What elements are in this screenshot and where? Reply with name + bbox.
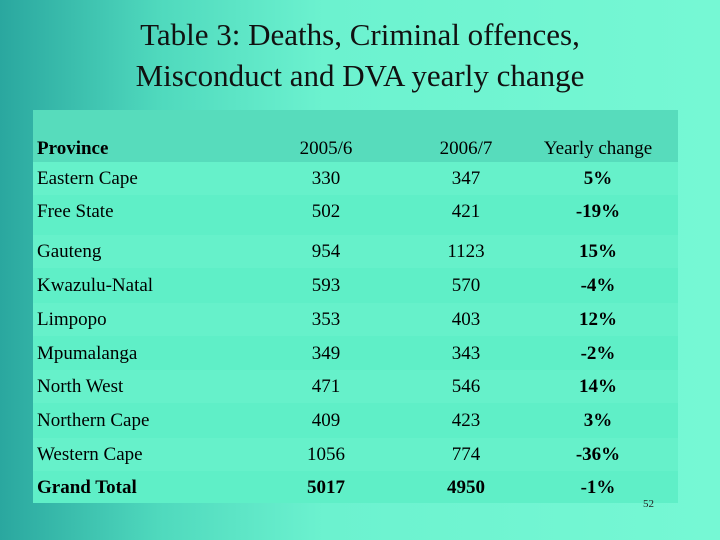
province-cell: Eastern Cape	[37, 168, 138, 189]
table-row: Gauteng 954 1123 15%	[33, 235, 678, 268]
value-2005-6-cell: 330	[311, 168, 341, 189]
value-2006-7-cell: 570	[451, 275, 481, 296]
value-2005-6-cell: 409	[311, 410, 341, 431]
province-cell: Gauteng	[37, 241, 102, 262]
slide-title: Table 3: Deaths, Criminal offences, Misc…	[0, 14, 720, 96]
province-cell: Kwazulu-Natal	[37, 275, 154, 296]
province-cell: Free State	[37, 201, 114, 222]
value-2005-6-cell: 593	[311, 275, 341, 296]
table-row: Limpopo 353 403 12%	[33, 303, 678, 336]
yearly-change-cell: 3%	[583, 410, 613, 431]
yearly-change-cell: -19%	[575, 201, 621, 222]
province-cell: Grand Total	[37, 477, 137, 498]
province-cell: Western Cape	[37, 444, 143, 465]
yearly-change-cell: -4%	[580, 275, 616, 296]
value-2005-6-cell: 502	[311, 201, 341, 222]
value-2006-7-cell: 1123	[447, 241, 485, 262]
data-table: Province 2005/6 2006/7 Yearly change Eas…	[33, 110, 678, 503]
table-row: Free State 502 421 -19%	[33, 195, 678, 228]
province-cell: Mpumalanga	[37, 343, 138, 364]
value-2005-6-cell: 954	[311, 241, 341, 262]
table-row: Northern Cape 409 423 3%	[33, 404, 678, 437]
value-2006-7-cell: 347	[451, 168, 481, 189]
table-row: Mpumalanga 349 343 -2%	[33, 337, 678, 370]
yearly-change-cell: -36%	[575, 444, 621, 465]
value-2005-6-cell: 349	[311, 343, 341, 364]
province-cell: North West	[37, 376, 124, 397]
yearly-change-cell: 15%	[579, 241, 617, 262]
table-row: Western Cape 1056 774 -36%	[33, 438, 678, 471]
value-2006-7-cell: 403	[451, 309, 481, 330]
yearly-change-cell: -2%	[580, 343, 616, 364]
table-header-row: Province 2005/6 2006/7 Yearly change	[33, 110, 678, 162]
title-line-2: Misconduct and DVA yearly change	[135, 58, 585, 93]
value-2006-7-cell: 546	[451, 376, 481, 397]
header-province: Province	[37, 138, 109, 159]
header-2005-6: 2005/6	[299, 138, 353, 159]
table-row: North West 471 546 14%	[33, 370, 678, 403]
value-2006-7-cell: 774	[451, 444, 481, 465]
title-line-1: Table 3: Deaths, Criminal offences,	[140, 17, 580, 52]
table-total-row: Grand Total 5017 4950 -1%	[33, 471, 678, 504]
page-number: 52	[643, 498, 654, 510]
province-cell: Limpopo	[37, 309, 107, 330]
yearly-change-cell: -1%	[580, 477, 616, 498]
value-2006-7-cell: 4950	[447, 477, 485, 498]
value-2005-6-cell: 471	[311, 376, 341, 397]
value-2006-7-cell: 343	[451, 343, 481, 364]
yearly-change-cell: 12%	[579, 309, 617, 330]
table-row: Kwazulu-Natal 593 570 -4%	[33, 269, 678, 302]
table-row: Eastern Cape 330 347 5%	[33, 162, 678, 195]
header-2006-7: 2006/7	[439, 138, 493, 159]
province-cell: Northern Cape	[37, 410, 150, 431]
value-2005-6-cell: 1056	[307, 444, 345, 465]
value-2005-6-cell: 353	[311, 309, 341, 330]
value-2006-7-cell: 421	[451, 201, 481, 222]
yearly-change-cell: 5%	[583, 168, 613, 189]
value-2005-6-cell: 5017	[307, 477, 345, 498]
value-2006-7-cell: 423	[451, 410, 481, 431]
header-yearly-change: Yearly change	[543, 138, 653, 159]
yearly-change-cell: 14%	[579, 376, 617, 397]
